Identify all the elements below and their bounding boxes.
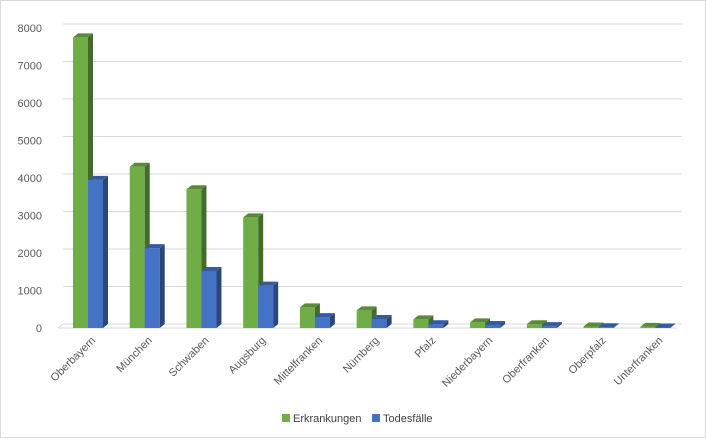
legend-item-erkrankungen: Erkrankungen	[282, 413, 362, 425]
legend-label: Erkrankungen	[293, 413, 362, 425]
bar-todesfälle-niederbayern	[485, 321, 506, 328]
y-tick-label: 0	[36, 323, 42, 335]
bar-todesfälle-schwaben	[201, 267, 222, 328]
bar-todesfälle-oberpfalz	[598, 323, 619, 328]
bar-todesfälle-augsburg	[258, 281, 279, 328]
legend: Erkrankungen Todesfälle	[282, 413, 433, 425]
y-tick-label: 8000	[18, 23, 42, 35]
y-tick-label: 7000	[18, 61, 42, 73]
y-tick-label: 4000	[18, 173, 42, 185]
y-tick-label: 1000	[18, 286, 42, 298]
bar-todesfälle-münchen	[144, 244, 165, 328]
x-tick-label: Mittelfranken	[272, 335, 325, 388]
y-tick-label: 6000	[18, 98, 42, 110]
bar-todesfälle-pfalz	[428, 320, 449, 328]
legend-swatch	[282, 414, 290, 422]
bar-todesfälle-oberbayern	[88, 175, 108, 328]
x-tick-label: Oberbayern	[49, 335, 99, 385]
x-tick-label: Augsburg	[227, 335, 269, 377]
legend-item-todesfälle: Todesfälle	[372, 413, 433, 425]
y-tick-label: 5000	[18, 136, 42, 148]
legend-label: Todesfälle	[383, 413, 433, 425]
y-tick-label: 2000	[18, 248, 42, 260]
x-tick-label: Unterfranken	[612, 335, 665, 388]
gridlines	[57, 23, 682, 329]
x-axis-tick-labels: Oberbayern München Schwaben Augsburg Mittelf…	[49, 335, 666, 390]
bars	[73, 33, 676, 328]
x-tick-label: Nürnberg	[341, 335, 382, 376]
x-tick-label: Niederbayern	[440, 335, 495, 390]
x-tick-label: München	[114, 335, 154, 375]
bar-todesfälle-mittelfranken	[314, 313, 335, 328]
bar-todesfälle-oberfranken	[541, 322, 562, 328]
floor-edge	[57, 323, 64, 329]
y-tick-label: 3000	[18, 211, 42, 223]
y-axis-tick-labels: 0 1000 2000 3000 4000 5000 6000 7000 8000	[18, 23, 42, 335]
x-tick-label: Oberpfalz	[566, 335, 608, 377]
legend-swatch	[372, 414, 380, 422]
bar-todesfälle-unterfranken	[655, 323, 676, 328]
bar-todesfälle-nürnberg	[371, 315, 392, 328]
x-tick-label: Oberfranken	[500, 335, 552, 387]
x-tick-label: Pfalz	[413, 335, 439, 361]
x-tick-label: Schwaben	[167, 335, 212, 380]
